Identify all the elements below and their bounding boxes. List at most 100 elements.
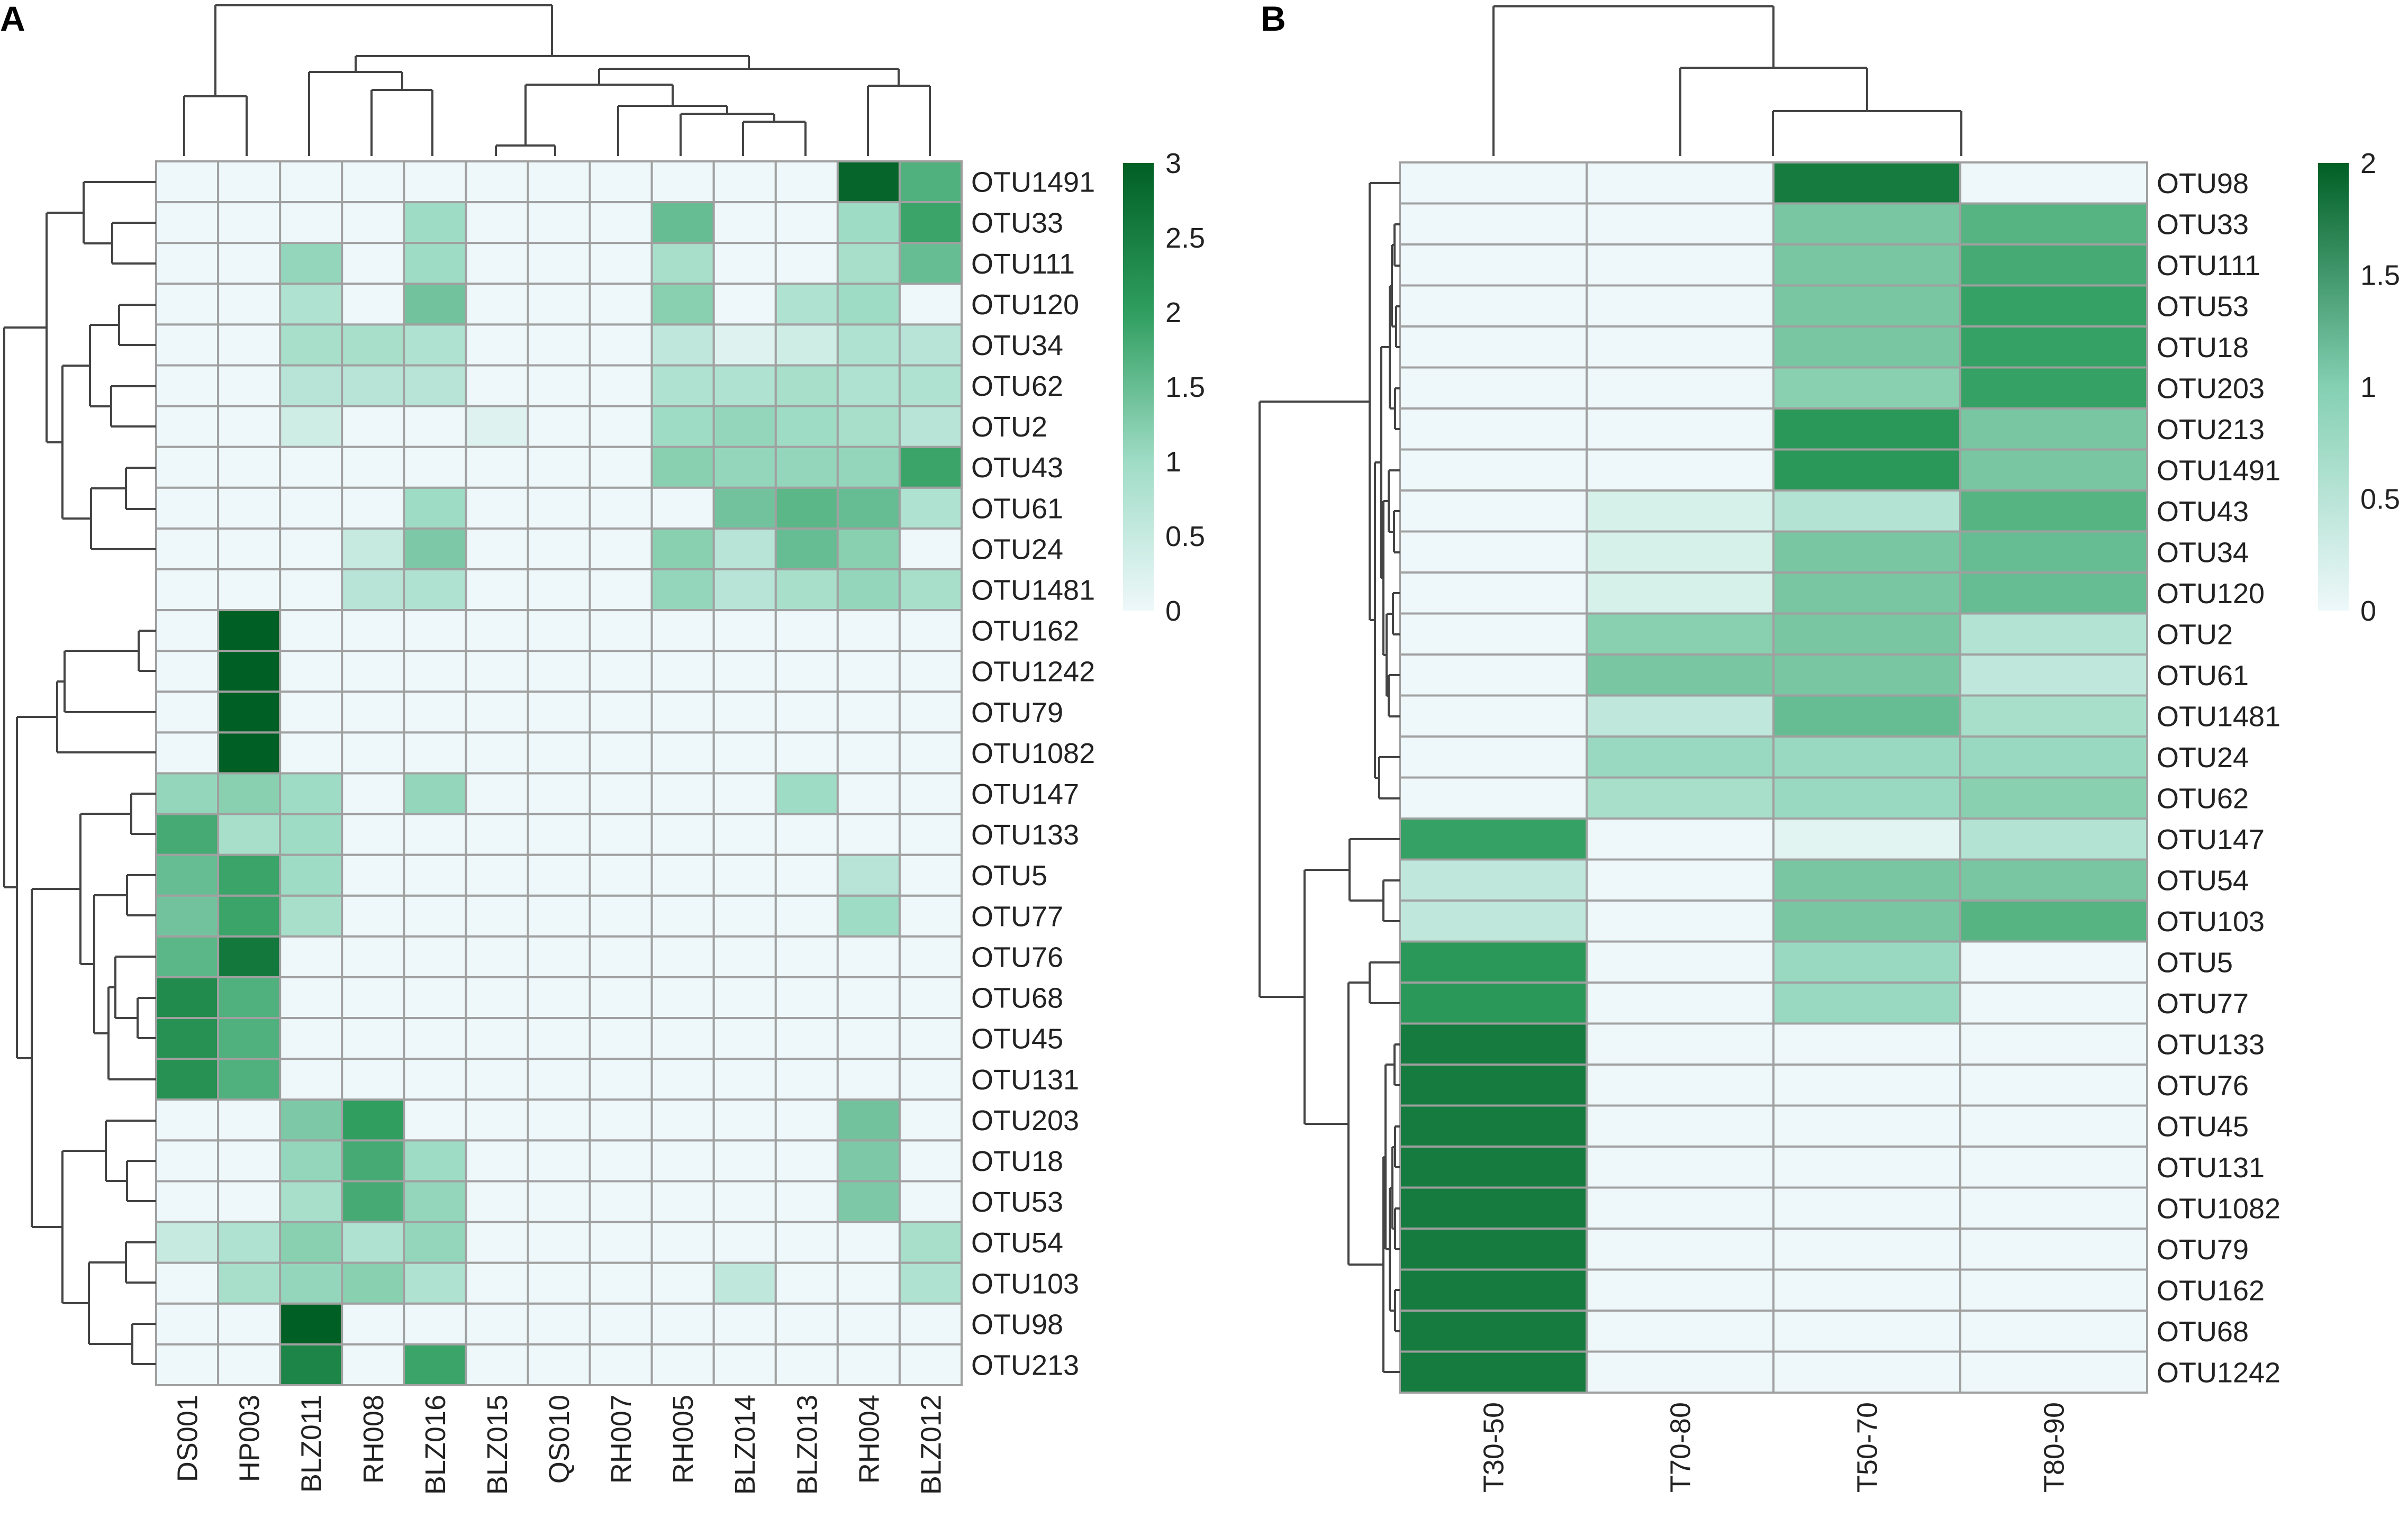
heatmap-cell <box>650 1343 715 1386</box>
heatmap-cell <box>1399 1022 1588 1066</box>
heatmap-cell <box>650 894 715 938</box>
heatmap-cell <box>1772 817 1961 861</box>
heatmap-cell <box>155 486 220 530</box>
heatmap-cell <box>465 527 529 571</box>
heatmap-cell <box>1586 1310 1775 1353</box>
heatmap-cell <box>1586 243 1775 287</box>
heatmap-cell <box>279 364 343 407</box>
row-label: OTU103 <box>971 1268 1079 1299</box>
heatmap-cell <box>1959 1186 2148 1230</box>
heatmap-cell <box>155 1058 220 1101</box>
heatmap-cell <box>898 364 963 407</box>
heatmap-cell <box>898 813 963 856</box>
heatmap-cell <box>155 1343 220 1386</box>
heatmap-cell <box>155 935 220 979</box>
heatmap-cell <box>1959 899 2148 943</box>
heatmap-cell <box>898 1139 963 1183</box>
heatmap-cell <box>1959 571 2148 615</box>
heatmap-cell <box>774 527 839 571</box>
heatmap-cell <box>465 1221 529 1264</box>
column-label: BLZ014 <box>729 1395 761 1495</box>
heatmap-cell <box>1959 243 2148 287</box>
heatmap-cell <box>465 160 529 204</box>
heatmap-cell <box>589 609 653 652</box>
heatmap-cell <box>774 813 839 856</box>
heatmap-cell <box>279 853 343 897</box>
heatmap-cell <box>774 1017 839 1060</box>
heatmap-cell <box>1399 1268 1588 1312</box>
heatmap-cell <box>898 242 963 285</box>
heatmap-cell <box>712 813 777 856</box>
heatmap-cell <box>712 568 777 612</box>
heatmap-cell <box>898 201 963 244</box>
row-label: OTU1481 <box>971 575 1095 606</box>
heatmap-cell <box>403 690 467 734</box>
column-label: HP003 <box>234 1395 266 1482</box>
heatmap-cell <box>774 1139 839 1183</box>
heatmap-cell <box>589 1302 653 1346</box>
heatmap-cell <box>589 772 653 815</box>
row-label: OTU213 <box>2157 414 2265 446</box>
column-label: BLZ011 <box>296 1395 328 1493</box>
heatmap-cell <box>403 1302 467 1346</box>
heatmap-cell <box>836 1058 901 1101</box>
heatmap-cell <box>465 1261 529 1305</box>
heatmap-cell <box>712 201 777 244</box>
row-label: OTU62 <box>2157 783 2249 814</box>
heatmap-cell <box>403 323 467 367</box>
heatmap-cell <box>898 486 963 530</box>
heatmap-cell <box>1586 1268 1775 1312</box>
heatmap-cell <box>650 1058 715 1101</box>
row-label: OTU2 <box>971 411 1047 443</box>
heatmap-cell <box>650 160 715 204</box>
heatmap-cell <box>1586 735 1775 779</box>
heatmap-cell <box>279 813 343 856</box>
heatmap-cell <box>836 242 901 285</box>
heatmap-cell <box>1399 612 1588 656</box>
heatmap-cell <box>1959 448 2148 492</box>
heatmap-cell <box>217 283 282 326</box>
heatmap-cell <box>155 690 220 734</box>
heatmap-cell <box>341 1261 405 1305</box>
heatmap-cell <box>1586 448 1775 492</box>
row-label: OTU18 <box>971 1146 1063 1177</box>
heatmap-cell <box>1586 202 1775 246</box>
heatmap-cell <box>1772 858 1961 902</box>
heatmap-cell <box>217 1221 282 1264</box>
row-label: OTU131 <box>2157 1152 2265 1184</box>
colorbar-b <box>2318 163 2349 611</box>
heatmap-cell <box>279 1058 343 1101</box>
heatmap-cell <box>1399 366 1588 410</box>
heatmap-cell <box>650 1221 715 1264</box>
row-label: OTU111 <box>971 248 1075 280</box>
heatmap-cell <box>217 323 282 367</box>
heatmap-cell <box>1772 489 1961 533</box>
heatmap-cell <box>589 976 653 1020</box>
heatmap-cell <box>279 568 343 612</box>
heatmap-cell <box>650 690 715 734</box>
row-label: OTU5 <box>971 860 1047 892</box>
heatmap-cell <box>836 1221 901 1264</box>
heatmap-cell <box>1772 1310 1961 1353</box>
heatmap-cell <box>527 242 591 285</box>
row-label: OTU43 <box>971 452 1063 484</box>
row-label: OTU43 <box>2157 496 2249 528</box>
column-label: BLZ016 <box>420 1395 451 1495</box>
heatmap-cell <box>836 935 901 979</box>
heatmap-cell <box>712 976 777 1020</box>
heatmap-cell <box>341 242 405 285</box>
heatmap-cell <box>217 1261 282 1305</box>
heatmap-cell <box>217 1302 282 1346</box>
row-label: OTU120 <box>2157 578 2265 610</box>
heatmap-cell <box>1959 1350 2148 1394</box>
heatmap-cell <box>279 650 343 693</box>
heatmap-cell <box>898 853 963 897</box>
heatmap-cell <box>341 283 405 326</box>
row-label: OTU1082 <box>971 738 1095 769</box>
heatmap-cell <box>1586 858 1775 902</box>
row-label: OTU24 <box>2157 742 2249 774</box>
heatmap-cell <box>836 609 901 652</box>
heatmap-cell <box>898 1302 963 1346</box>
colorbar-tick-label: 1 <box>2360 371 2376 403</box>
heatmap-cell <box>1959 366 2148 410</box>
